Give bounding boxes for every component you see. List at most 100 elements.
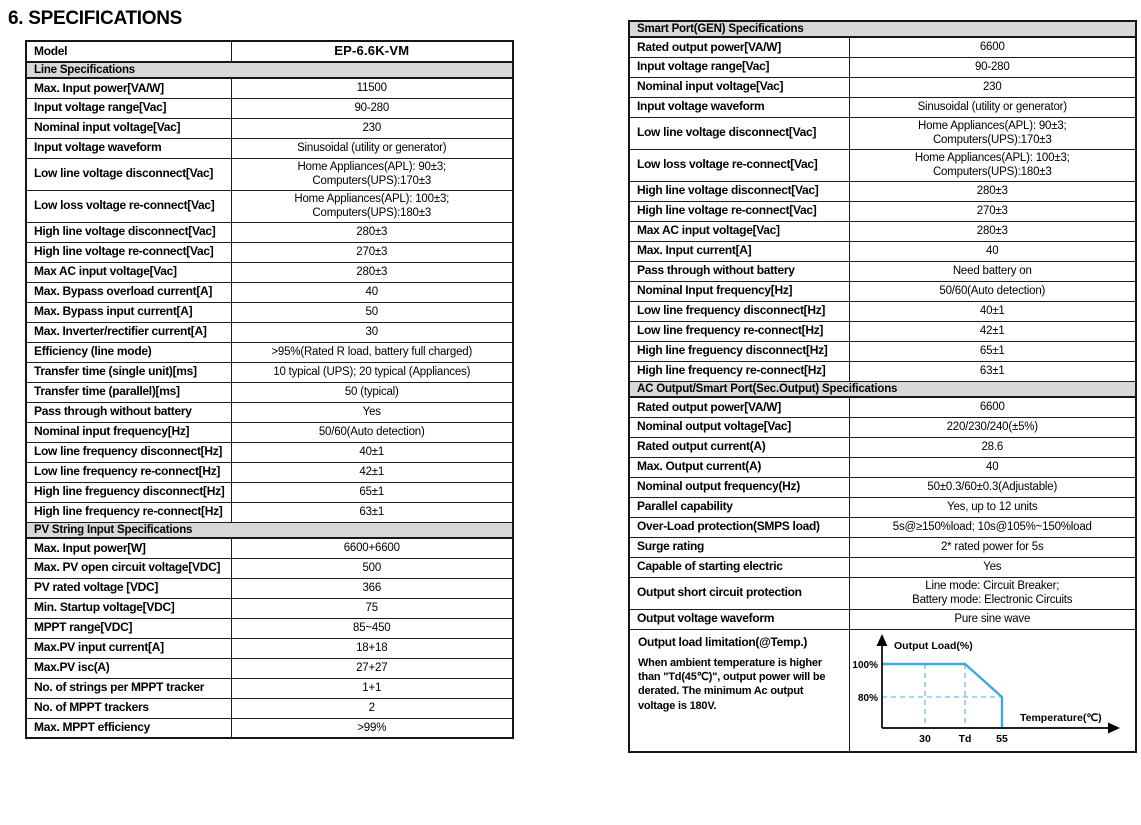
spec-label: Nominal input voltage[Vac] bbox=[25, 117, 232, 139]
spec-row: Output short circuit protection Line mode… bbox=[628, 576, 1137, 610]
spec-row: High line freguency disconnect[Hz] 65±1 bbox=[25, 481, 514, 503]
spec-label: Low loss voltage re-connect[Vac] bbox=[628, 148, 850, 182]
spec-label: Max AC input voltage[Vac] bbox=[25, 261, 232, 283]
spec-value: 50±0.3/60±0.3(Adjustable) bbox=[848, 476, 1137, 498]
spec-row: Transfer time (parallel)[ms] 50 (typical) bbox=[25, 381, 514, 403]
spec-label: Efficiency (line mode) bbox=[25, 341, 232, 363]
chart-row-body: Output load limitation(@Temp.) When ambi… bbox=[628, 628, 1137, 752]
spec-label: Low line frequency re-connect[Hz] bbox=[25, 461, 232, 483]
spec-value: 30 bbox=[230, 321, 514, 343]
spec-row: Max. Bypass input current[A] 50 bbox=[25, 301, 514, 323]
spec-row: Parallel capability Yes, up to 12 units bbox=[628, 496, 1137, 518]
spec-row: No. of strings per MPPT tracker 1+1 bbox=[25, 677, 514, 699]
spec-value: >95%(Rated R load, battery full charged) bbox=[230, 341, 514, 363]
spec-row: Max. Bypass overload current[A] 40 bbox=[25, 281, 514, 303]
spec-row: High line voltage re-connect[Vac] 270±3 bbox=[25, 241, 514, 263]
section-header-label: Line Specifications bbox=[25, 61, 514, 79]
spec-label: Low line frequency disconnect[Hz] bbox=[628, 300, 850, 322]
spec-value: 90-280 bbox=[848, 56, 1137, 78]
spec-row: Max.PV isc(A) 27+27 bbox=[25, 657, 514, 679]
spec-value: 6600+6600 bbox=[230, 537, 514, 559]
spec-label: Input voltage range[Vac] bbox=[628, 56, 850, 78]
spec-value: 2* rated power for 5s bbox=[848, 536, 1137, 558]
spec-value: Home Appliances(APL): 90±3; Computers(UP… bbox=[848, 116, 1137, 150]
spec-label: Max. Input power[VA/W] bbox=[25, 77, 232, 99]
derating-curve-line bbox=[881, 662, 1003, 728]
spec-row: Low loss voltage re-connect[Vac] Home App… bbox=[628, 148, 1137, 182]
spec-value: 90-280 bbox=[230, 97, 514, 119]
section-header-row: Smart Port(GEN) Specifications bbox=[628, 20, 1137, 38]
spec-value: Sinusoidal (utility or generator) bbox=[230, 137, 514, 159]
spec-value: EP-6.6K-VM bbox=[230, 40, 514, 63]
spec-label: Rated output current(A) bbox=[628, 436, 850, 458]
x-tick-55: 55 bbox=[996, 733, 1008, 745]
spec-row: High line frequency re-connect[Hz] 63±1 bbox=[628, 360, 1137, 382]
spec-row: Max. Input power[W] 6600+6600 bbox=[25, 537, 514, 559]
spec-row: Max. MPPT efficiency >99% bbox=[25, 717, 514, 739]
spec-value: 75 bbox=[230, 597, 514, 619]
spec-label: Capable of starting electric bbox=[628, 556, 850, 578]
section-header-row: PV String Input Specifications bbox=[25, 521, 514, 539]
spec-row: Pass through without battery Need battery… bbox=[628, 260, 1137, 282]
spec-label: Max. PV open circuit voltage[VDC] bbox=[25, 557, 232, 579]
line-and-pv-spec-table: Model EP-6.6K-VM Line Specifications Max. I… bbox=[25, 40, 514, 739]
spec-value: 63±1 bbox=[848, 360, 1137, 382]
spec-row: High line voltage re-connect[Vac] 270±3 bbox=[628, 200, 1137, 222]
spec-label: Nominal input frequency[Hz] bbox=[25, 421, 232, 443]
spec-label: Max.PV isc(A) bbox=[25, 657, 232, 679]
spec-row: Max. Output current(A) 40 bbox=[628, 456, 1137, 478]
chart-note-cell: Output load limitation(@Temp.) When ambi… bbox=[628, 628, 850, 752]
spec-label: Model bbox=[25, 40, 232, 63]
spec-row: Output voltage waveform Pure sine wave bbox=[628, 608, 1137, 630]
output-load-limitation-row: Output load limitation(@Temp.) When ambi… bbox=[628, 628, 1137, 752]
spec-value: 63±1 bbox=[230, 501, 514, 523]
spec-row: Over-Load protection(SMPS load) 5s@≥150%l… bbox=[628, 516, 1137, 538]
spec-value: Line mode: Circuit Breaker; Battery mode… bbox=[848, 576, 1137, 610]
y-axis-arrow-icon bbox=[876, 633, 887, 646]
x-axis-label: Temperature(℃) bbox=[1020, 712, 1102, 724]
spec-row: High line frequency re-connect[Hz] 63±1 bbox=[25, 501, 514, 523]
spec-row: Efficiency (line mode) >95%(Rated R load,… bbox=[25, 341, 514, 363]
spec-label: High line voltage re-connect[Vac] bbox=[25, 241, 232, 263]
spec-value: Home Appliances(APL): 100±3; Computers(U… bbox=[230, 189, 514, 223]
derating-chart-cell: Output Load(%) Temperature(℃) 100% 80% 3… bbox=[848, 628, 1137, 752]
spec-label: Surge rating bbox=[628, 536, 850, 558]
spec-row: Input voltage range[Vac] 90-280 bbox=[628, 56, 1137, 78]
spec-label: Parallel capability bbox=[628, 496, 850, 518]
spec-label: Output short circuit protection bbox=[628, 576, 850, 610]
spec-label: Max.PV input current[A] bbox=[25, 637, 232, 659]
spec-value: 6600 bbox=[848, 36, 1137, 58]
spec-row: Low line voltage disconnect[Vac] Home App… bbox=[25, 157, 514, 191]
spec-value: 40 bbox=[230, 281, 514, 303]
x-tick-30: 30 bbox=[919, 733, 931, 745]
spec-value: Pure sine wave bbox=[848, 608, 1137, 630]
spec-row: Max. Inverter/rectifier current[A] 30 bbox=[25, 321, 514, 343]
spec-row: Rated output power[VA/W] 6600 bbox=[628, 396, 1137, 418]
smart-port-and-output-spec-table: Smart Port(GEN) Specifications Rated outp… bbox=[628, 20, 1138, 753]
derating-chart: Output Load(%) Temperature(℃) 100% 80% 3… bbox=[852, 633, 1120, 745]
spec-row: Transfer time (single unit)[ms] 10 typica… bbox=[25, 361, 514, 383]
spec-row: Max. Input power[VA/W] 11500 bbox=[25, 77, 514, 99]
spec-row: High line freguency disconnect[Hz] 65±1 bbox=[628, 340, 1137, 362]
y-axis-label: Output Load(%) bbox=[894, 640, 973, 652]
spec-label: Input voltage waveform bbox=[25, 137, 232, 159]
spec-row: Max. Input current[A] 40 bbox=[628, 240, 1137, 262]
spec-row: High line voltage disconnect[Vac] 280±3 bbox=[628, 180, 1137, 202]
spec-label: Low loss voltage re-connect[Vac] bbox=[25, 189, 232, 223]
spec-value: Home Appliances(APL): 90±3; Computers(UP… bbox=[230, 157, 514, 191]
spec-value: >99% bbox=[230, 717, 514, 739]
spec-value: 11500 bbox=[230, 77, 514, 99]
spec-value: 42±1 bbox=[230, 461, 514, 483]
spec-label: High line freguency disconnect[Hz] bbox=[628, 340, 850, 362]
spec-label: Input voltage waveform bbox=[628, 96, 850, 118]
spec-row: Max. PV open circuit voltage[VDC] 500 bbox=[25, 557, 514, 579]
spec-row: Low line frequency re-connect[Hz] 42±1 bbox=[25, 461, 514, 483]
spec-row: Surge rating 2* rated power for 5s bbox=[628, 536, 1137, 558]
spec-row: Capable of starting electric Yes bbox=[628, 556, 1137, 578]
spec-value: 65±1 bbox=[848, 340, 1137, 362]
spec-label: Max. Input power[W] bbox=[25, 537, 232, 559]
spec-value: Home Appliances(APL): 100±3; Computers(U… bbox=[848, 148, 1137, 182]
right-table-body: Smart Port(GEN) Specifications Rated outp… bbox=[628, 20, 1137, 630]
spec-label: Max. Bypass input current[A] bbox=[25, 301, 232, 323]
spec-row: Nominal output frequency(Hz) 50±0.3/60±0.… bbox=[628, 476, 1137, 498]
